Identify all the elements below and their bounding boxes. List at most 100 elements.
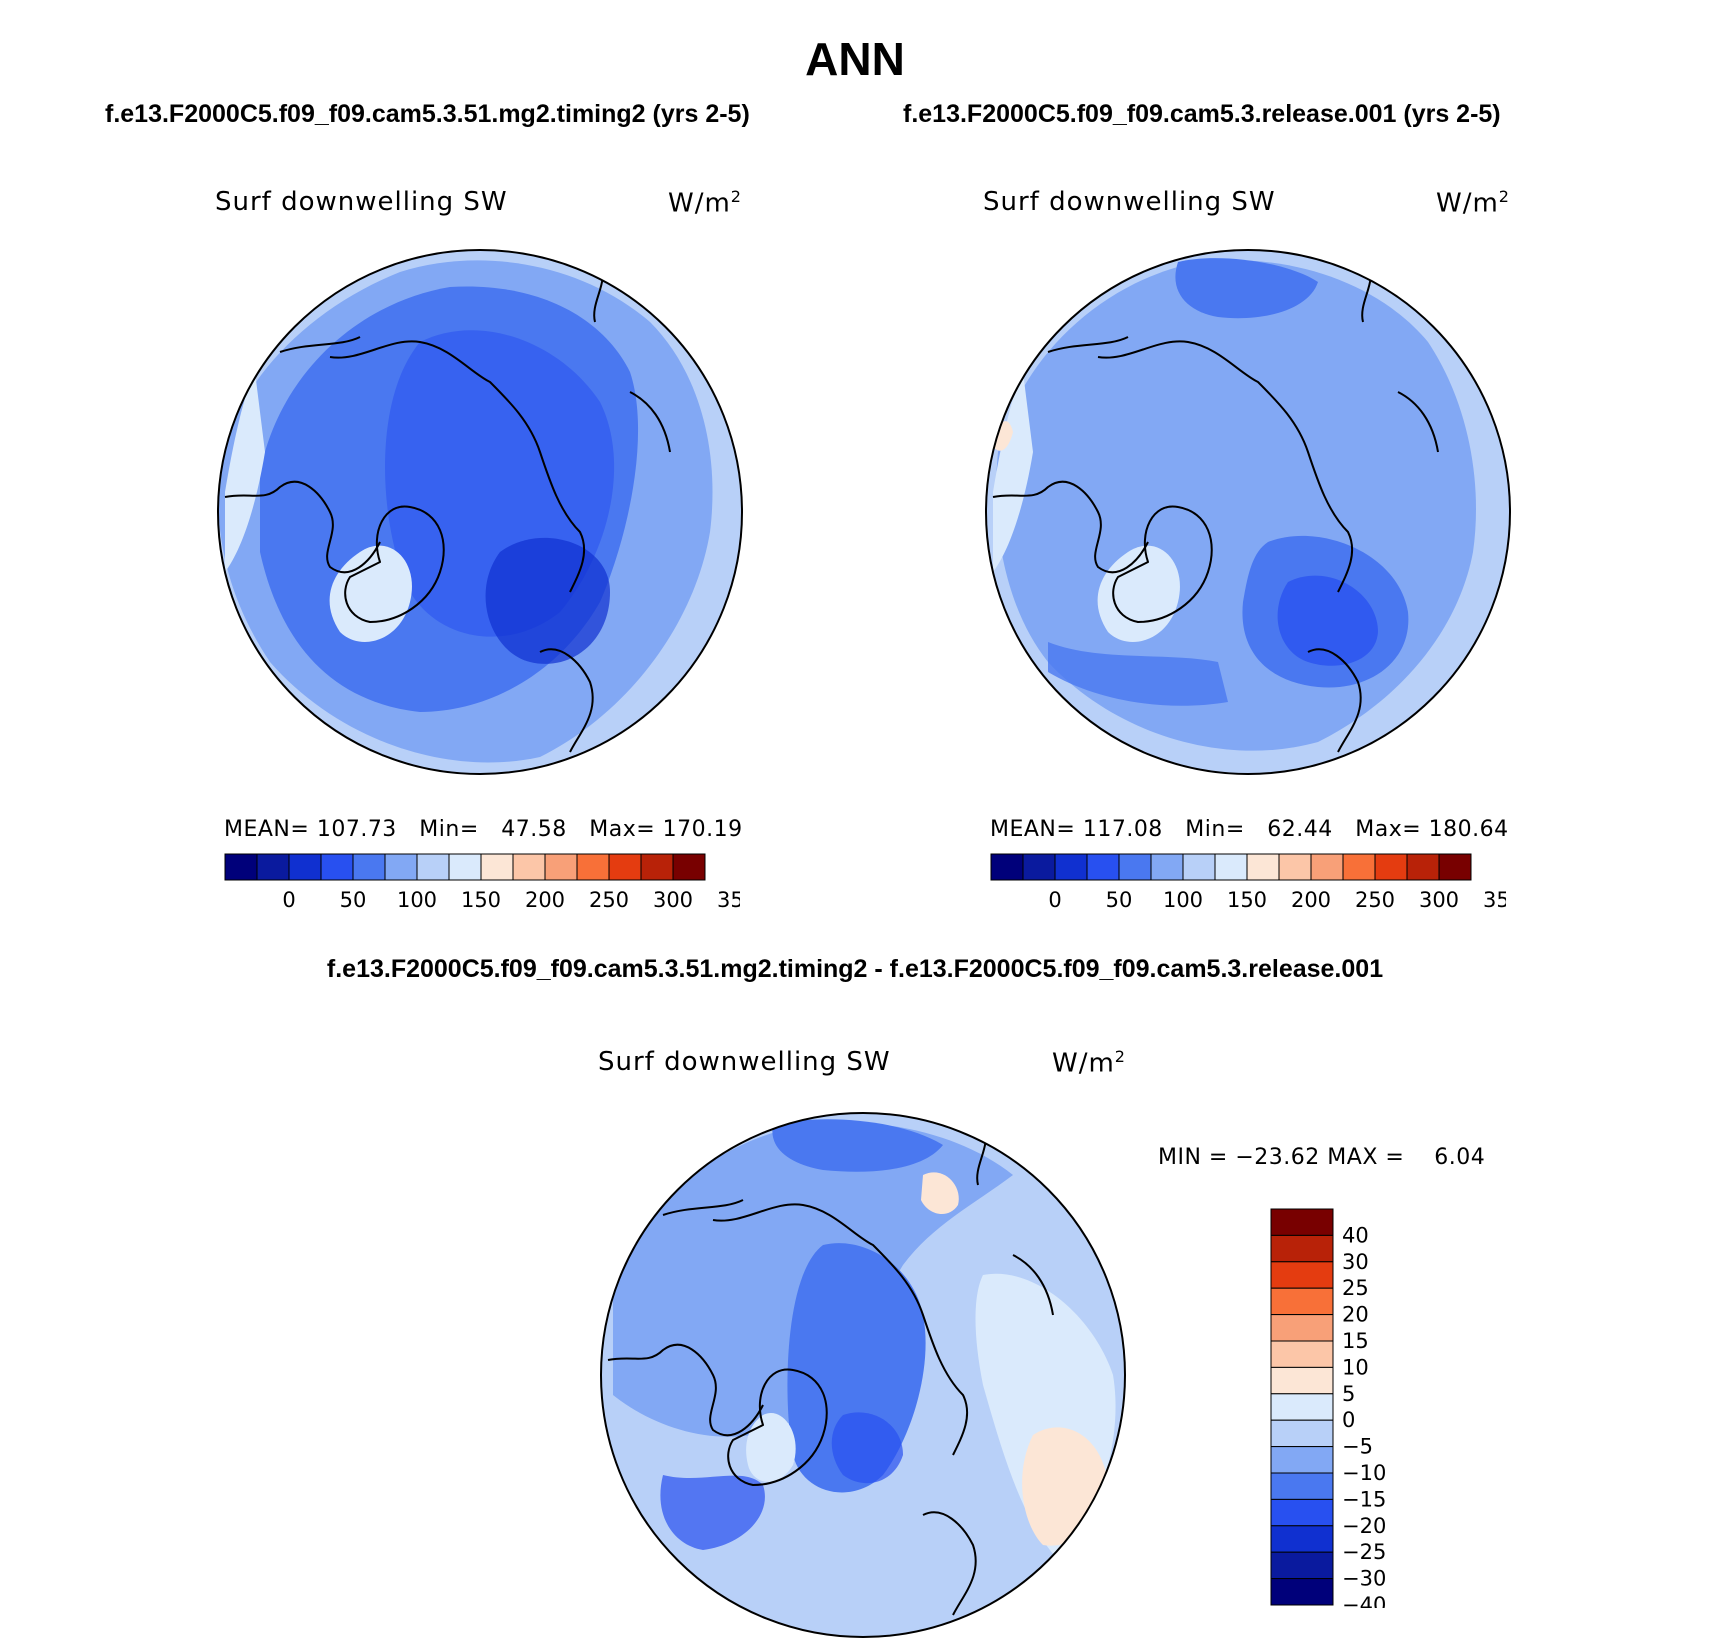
colorbar-right-swatch-10 bbox=[1310, 853, 1344, 881]
colorbar-left: 0 50 100 150 200 250 300 350 bbox=[224, 853, 740, 912]
colorbar-difference-tick-label: 40 bbox=[1342, 1223, 1369, 1247]
colorbar-right-tick-label: 300 bbox=[1419, 888, 1459, 912]
colorbar-difference-tick-label: −40 bbox=[1342, 1593, 1386, 1608]
colorbar-left-tick-label: 50 bbox=[340, 888, 367, 912]
colorbar-difference-swatch-0 bbox=[1270, 1208, 1334, 1236]
colorbar-right-swatch-9 bbox=[1278, 853, 1312, 881]
units-label-right: W/m2 bbox=[1436, 187, 1510, 219]
colorbar-left-tick-label: 300 bbox=[653, 888, 693, 912]
variable-label-diff: Surf downwelling SW bbox=[598, 1047, 891, 1077]
colorbar-difference-swatch-8 bbox=[1270, 1419, 1334, 1448]
colorbar-right: 0 50 100 150 200 250 300 350 bbox=[990, 853, 1506, 912]
colorbar-difference-swatch-4 bbox=[1270, 1314, 1334, 1342]
colorbar-left-tick-label: 0 bbox=[282, 888, 295, 912]
colorbar-difference-tick-label: −10 bbox=[1342, 1461, 1386, 1485]
colorbar-left-swatch-4 bbox=[352, 853, 386, 881]
colorbar-difference-tick-label: −20 bbox=[1342, 1514, 1386, 1538]
colorbar-left-tick-label: 250 bbox=[589, 888, 629, 912]
colorbar-left-swatch-0 bbox=[224, 853, 258, 881]
colorbar-right-swatch-5 bbox=[1150, 853, 1184, 881]
colorbar-difference-tick-label: 0 bbox=[1342, 1408, 1355, 1432]
colorbar-difference-swatch-11 bbox=[1270, 1498, 1334, 1527]
stats-difference: MIN = −23.62 MAX = 6.04 bbox=[1158, 1145, 1486, 1170]
colorbar-difference-swatch-10 bbox=[1270, 1472, 1334, 1500]
colorbar-difference-swatch-6 bbox=[1270, 1366, 1334, 1395]
colorbar-difference-tick-label: 5 bbox=[1342, 1382, 1355, 1406]
colorbar-difference-swatch-9 bbox=[1270, 1446, 1334, 1474]
colorbar-right-swatch-14 bbox=[1438, 853, 1472, 881]
colorbar-right-swatch-12 bbox=[1374, 853, 1408, 881]
polar-map-left bbox=[217, 249, 743, 775]
colorbar-difference-swatch-3 bbox=[1270, 1287, 1334, 1316]
units-label-diff: W/m2 bbox=[1052, 1047, 1126, 1079]
colorbar-left-swatch-9 bbox=[512, 853, 546, 881]
colorbar-difference-tick-label: −15 bbox=[1342, 1487, 1386, 1511]
colorbar-difference-swatch-7 bbox=[1270, 1393, 1334, 1421]
colorbar-left-swatch-14 bbox=[672, 853, 706, 881]
colorbar-right-swatch-0 bbox=[990, 853, 1024, 881]
colorbar-left-swatch-7 bbox=[448, 853, 482, 881]
colorbar-right-swatch-4 bbox=[1118, 853, 1152, 881]
colorbar-difference-swatch-5 bbox=[1270, 1340, 1334, 1368]
colorbar-left-tick-label: 200 bbox=[525, 888, 565, 912]
case-title-right: f.e13.F2000C5.f09_f09.cam5.3.release.001… bbox=[903, 100, 1501, 128]
colorbar-difference-swatch-1 bbox=[1270, 1234, 1334, 1263]
difference-title: f.e13.F2000C5.f09_f09.cam5.3.51.mg2.timi… bbox=[326, 955, 1384, 983]
colorbar-difference-swatch-13 bbox=[1270, 1551, 1334, 1580]
colorbar-left-swatch-2 bbox=[288, 853, 322, 881]
variable-label-right: Surf downwelling SW bbox=[983, 187, 1276, 217]
colorbar-right-tick-label: 200 bbox=[1291, 888, 1331, 912]
colorbar-difference-tick-label: −5 bbox=[1342, 1435, 1373, 1459]
polar-map-difference bbox=[600, 1112, 1126, 1638]
colorbar-left-swatch-6 bbox=[416, 853, 450, 881]
colorbar-left-swatch-5 bbox=[384, 853, 418, 881]
colorbar-right-swatch-2 bbox=[1054, 853, 1088, 881]
colorbar-left-swatch-11 bbox=[576, 853, 610, 881]
colorbar-difference-tick-label: 10 bbox=[1342, 1355, 1369, 1379]
colorbar-difference-swatch-12 bbox=[1270, 1525, 1334, 1553]
colorbar-right-swatch-13 bbox=[1406, 853, 1440, 881]
colorbar-right-tick-label: 0 bbox=[1048, 888, 1061, 912]
colorbar-right-swatch-1 bbox=[1022, 853, 1056, 881]
colorbar-right-swatch-11 bbox=[1342, 853, 1376, 881]
colorbar-right-labels: 0 50 100 150 200 250 300 350 bbox=[1048, 888, 1506, 912]
colorbar-left-swatch-8 bbox=[480, 853, 514, 881]
page-title: ANN bbox=[805, 33, 905, 85]
colorbar-right-tick-label: 250 bbox=[1355, 888, 1395, 912]
colorbar-left-tick-label: 100 bbox=[397, 888, 437, 912]
colorbar-right-tick-label: 150 bbox=[1227, 888, 1267, 912]
units-label-left: W/m2 bbox=[668, 187, 742, 219]
colorbar-right-tick-label: 50 bbox=[1106, 888, 1133, 912]
colorbar-right-tick-label: 100 bbox=[1163, 888, 1203, 912]
polar-map-right bbox=[985, 249, 1511, 775]
colorbar-left-swatch-1 bbox=[256, 853, 290, 881]
colorbar-left-tick-label: 350 bbox=[717, 888, 740, 912]
case-title-left: f.e13.F2000C5.f09_f09.cam5.3.51.mg2.timi… bbox=[105, 100, 750, 128]
colorbar-right-swatch-8 bbox=[1246, 853, 1280, 881]
colorbar-difference-swatch-14 bbox=[1270, 1578, 1334, 1606]
stats-right: MEAN= 117.08 Min= 62.44 Max= 180.64 bbox=[990, 817, 1509, 842]
colorbar-difference-tick-label: 30 bbox=[1342, 1250, 1369, 1274]
colorbar-difference-tick-label: 20 bbox=[1342, 1303, 1369, 1327]
colorbar-right-swatches bbox=[990, 853, 1472, 881]
colorbar-left-swatch-12 bbox=[608, 853, 642, 881]
colorbar-right-tick-label: 350 bbox=[1483, 888, 1506, 912]
colorbar-right-swatch-3 bbox=[1086, 853, 1120, 881]
colorbar-difference-swatches bbox=[1270, 1208, 1334, 1606]
colorbar-left-swatch-3 bbox=[320, 853, 354, 881]
colorbar-difference-tick-label: 25 bbox=[1342, 1276, 1369, 1300]
colorbar-difference-tick-label: −30 bbox=[1342, 1567, 1386, 1591]
stats-left: MEAN= 107.73 Min= 47.58 Max= 170.19 bbox=[224, 817, 743, 842]
colorbar-left-swatch-13 bbox=[640, 853, 674, 881]
variable-label-left: Surf downwelling SW bbox=[215, 187, 508, 217]
colorbar-left-tick-label: 150 bbox=[461, 888, 501, 912]
colorbar-right-swatch-6 bbox=[1182, 853, 1216, 881]
colorbar-difference-swatch-2 bbox=[1270, 1261, 1334, 1289]
colorbar-difference-tick-label: 15 bbox=[1342, 1329, 1369, 1353]
colorbar-right-swatch-7 bbox=[1214, 853, 1248, 881]
colorbar-left-swatches bbox=[224, 853, 706, 881]
colorbar-difference-tick-label: −25 bbox=[1342, 1540, 1386, 1564]
colorbar-left-labels: 0 50 100 150 200 250 300 350 bbox=[282, 888, 740, 912]
